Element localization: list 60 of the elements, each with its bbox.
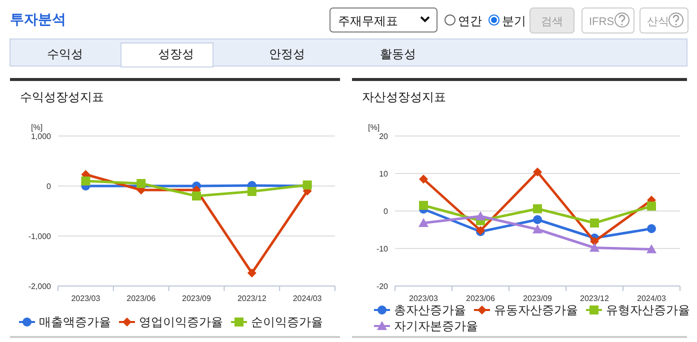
x-tick-label: 2023/03 bbox=[71, 294, 101, 303]
y-tick-label: -10 bbox=[376, 244, 389, 254]
point bbox=[136, 179, 146, 188]
x-tick-label: 2023/06 bbox=[126, 294, 156, 303]
point bbox=[419, 200, 428, 210]
point bbox=[419, 174, 428, 184]
point bbox=[247, 268, 256, 278]
text: 수익성 bbox=[47, 47, 83, 61]
legend-label: 영업이익증가율 bbox=[139, 315, 223, 329]
point bbox=[532, 224, 542, 234]
point bbox=[590, 236, 599, 246]
x-tick-label: 2023/12 bbox=[580, 294, 610, 303]
legend-label: 유동자산증가율 bbox=[494, 303, 578, 317]
point bbox=[192, 192, 201, 200]
x-tick-label: 2023/09 bbox=[182, 294, 212, 303]
y-tick-label: 20 bbox=[379, 132, 389, 141]
point bbox=[81, 176, 90, 186]
text: 성장성 bbox=[158, 47, 194, 61]
point bbox=[533, 168, 542, 176]
point bbox=[590, 218, 599, 228]
point bbox=[533, 215, 542, 224]
point bbox=[247, 187, 256, 196]
y-axis-title: [%] bbox=[31, 123, 43, 132]
y-tick-label: 1,000 bbox=[30, 132, 52, 141]
text: 분기 bbox=[502, 14, 526, 28]
x-tick-label: 2024/03 bbox=[637, 294, 667, 303]
point bbox=[647, 224, 656, 234]
text: IFRS bbox=[589, 16, 614, 28]
point bbox=[418, 218, 428, 227]
legend-label: 순이익증가율 bbox=[251, 315, 323, 329]
chart-title: 자산성장성지표 bbox=[362, 90, 446, 104]
chart-title: 수익성장성지표 bbox=[20, 90, 104, 104]
x-tick-label: 2023/09 bbox=[523, 294, 553, 303]
legend-label: 총자산증가율 bbox=[394, 303, 466, 317]
text: 주재무제표 bbox=[338, 14, 398, 28]
point bbox=[646, 244, 656, 254]
text: 활동성 bbox=[380, 47, 416, 61]
text: 안정성 bbox=[269, 47, 305, 61]
text: 연간 bbox=[458, 14, 482, 28]
y-axis-title: [%] bbox=[368, 123, 380, 132]
legend-label: 유형자산증가율 bbox=[606, 303, 690, 317]
x-tick-label: 2023/12 bbox=[237, 294, 267, 303]
y-tick-label: -1,000 bbox=[28, 232, 52, 241]
x-tick-label: 2024/03 bbox=[292, 294, 322, 303]
point bbox=[590, 242, 600, 252]
text: 산식 bbox=[647, 16, 669, 28]
point bbox=[533, 204, 542, 214]
legend-label: 자기자본증가율 bbox=[394, 319, 478, 333]
point bbox=[476, 211, 486, 220]
text: 투자분석 bbox=[10, 11, 66, 27]
point bbox=[647, 202, 656, 211]
legend-label: 매출액증가율 bbox=[39, 315, 111, 329]
text: 검색 bbox=[541, 16, 563, 28]
x-tick-label: 2023/06 bbox=[466, 294, 496, 303]
y-tick-label: 10 bbox=[379, 170, 389, 178]
y-tick-label: -2,000 bbox=[28, 282, 52, 291]
y-tick-label: 0 bbox=[384, 207, 389, 216]
y-tick-label: 0 bbox=[46, 182, 52, 191]
x-tick-label: 2023/03 bbox=[409, 294, 439, 303]
y-tick-label: -20 bbox=[376, 282, 389, 291]
